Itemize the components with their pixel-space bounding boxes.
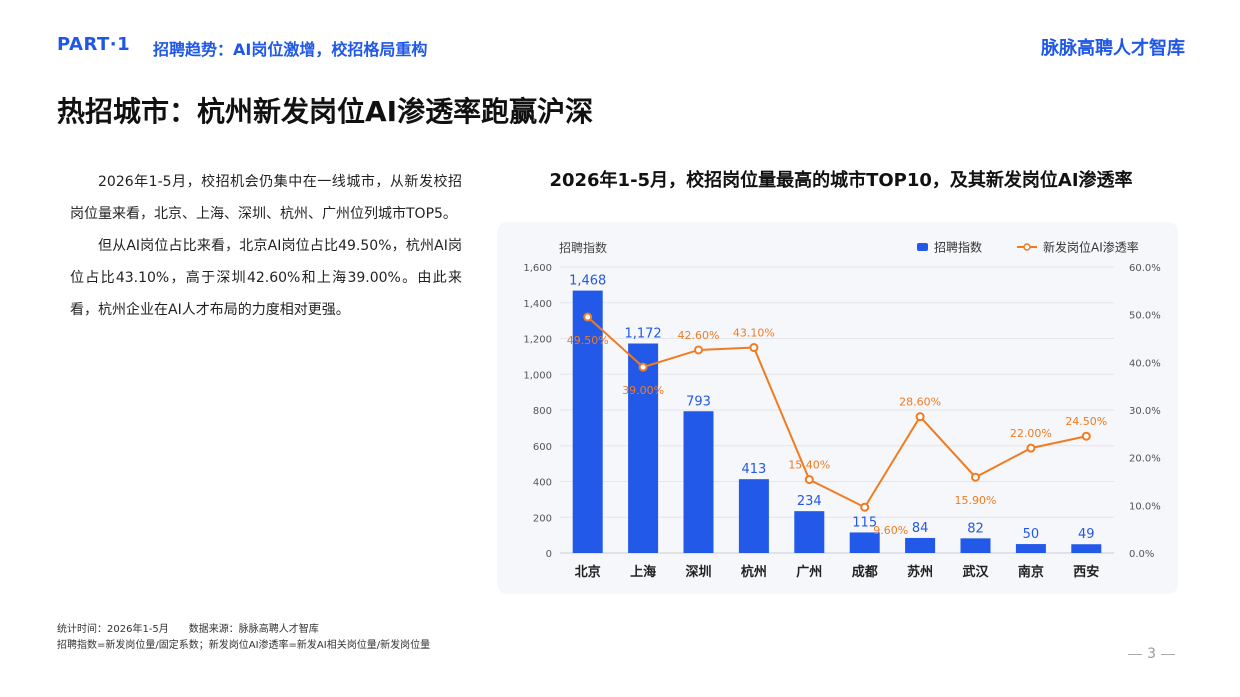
page-title: 热招城市：杭州新发岗位AI渗透率跑赢沪深 [57,95,594,128]
chart-panel: 0 200 400 600 800 1,000 1,200 1,400 1,600 0.0% 10.… [497,222,1178,594]
y-right-tick-label: 20.0% [1129,454,1161,465]
y-left-tick-label: 0 [546,549,552,560]
ai-rate-value-label: 15.40% [788,459,830,472]
y-left-tick-label: 1,000 [523,370,552,381]
ai-rate-point-3 [694,345,703,355]
y-left-tick-label: 400 [533,478,552,489]
footnote-source: 统计时间：2026年1-5月 数据来源：脉脉高聘人才智库 [57,624,319,635]
y-right-tick-label: 40.0% [1129,358,1161,369]
bar-value-label: 82 [967,521,984,536]
bar-value-label: 49 [1078,527,1095,542]
ai-rate-point-2 [638,362,648,372]
body-paragraph-2: 但从AI岗位占比来看，北京AI岗位占比49.50%，杭州AI岗位占比43.10%… [70,238,462,318]
y-left-tick-label: 1,600 [523,263,552,274]
x-tick-label: 武汉 [962,564,989,580]
ai-rate-value-label: 22.00% [1010,427,1052,440]
section-part-label: PART·1 [57,34,131,55]
bar-value-label: 115 [852,515,877,530]
x-tick-label: 西安 [1073,564,1099,580]
x-tick-label: 南京 [1018,564,1044,580]
brand-name: 脉脉高聘人才智库 [1041,38,1185,59]
ai-rate-value-label: 15.90% [955,494,997,507]
bar-value-label: 84 [912,521,929,536]
bar-6 [849,532,880,553]
x-tick-label: 杭州 [741,564,767,580]
legend-line-label: 新发岗位AI渗透率 [1043,240,1139,255]
section-subtitle: 招聘趋势：AI岗位激增，校招格局重构 [153,40,428,59]
x-tick-label: 成都 [852,564,878,580]
ai-rate-point-6 [860,502,870,512]
bar-value-label: 50 [1023,527,1040,542]
page-number-value: 3 [1147,646,1156,662]
bar-5 [794,511,825,553]
x-tick-label: 上海 [630,564,656,580]
bar-value-label: 1,468 [569,274,606,289]
ai-rate-value-label: 42.60% [678,329,720,342]
bar-7 [905,537,936,553]
y-left-tick-label: 1,400 [523,299,552,310]
y-right-tick-label: 30.0% [1129,406,1161,417]
bar-4 [738,479,769,553]
y-left-tick-label: 200 [533,513,552,524]
chart-title: 2026年1-5月，校招岗位量最高的城市TOP10，及其新发岗位AI渗透率 [549,170,1133,191]
legend-line-marker [1023,243,1031,251]
x-tick-label: 深圳 [685,564,711,580]
ai-rate-value-label: 28.60% [899,396,941,409]
bar-1 [572,290,603,553]
y-right-tick-label: 0.0% [1129,549,1154,560]
bar-3 [683,411,714,553]
bar-10 [1071,544,1102,553]
x-tick-label: 北京 [575,564,601,580]
ai-rate-value-label: 39.00% [622,384,664,397]
body-paragraph-1: 2026年1-5月，校招机会仍集中在一线城市，从新发校招岗位量来看，北京、上海、… [70,174,462,222]
y-left-axis-label: 招聘指数 [559,240,607,255]
ai-rate-value-label: 49.50% [567,334,609,347]
ai-rate-point-1 [583,312,593,322]
combo-chart: 0 200 400 600 800 1,000 1,200 1,400 1,600 0.0% 10.… [523,240,1161,581]
bar-value-label: 413 [741,462,766,477]
ai-rate-point-9 [1026,443,1036,453]
ai-rate-line [587,316,1087,509]
y-right-tick-label: 60.0% [1129,263,1161,274]
ai-rate-point-5 [804,475,814,485]
ai-rate-value-label: 9.60% [873,524,908,537]
x-tick-label: 苏州 [907,564,933,580]
bar-value-label: 234 [797,494,822,509]
bar-9 [1015,544,1046,553]
y-left-tick-label: 800 [533,406,552,417]
x-tick-label: 广州 [796,564,822,580]
y-right-tick-label: 50.0% [1129,311,1161,322]
page-number: 3 [1123,646,1180,662]
y-right-tick-label: 10.0% [1129,501,1161,512]
y-left-tick-label: 600 [533,442,552,453]
bar-8 [960,538,991,553]
ai-rate-point-4 [749,343,759,353]
bar-2 [628,343,659,553]
body-text: 2026年1-5月，校招机会仍集中在一线城市，从新发校招岗位量来看，北京、上海、… [70,166,462,326]
bar-value-label: 793 [686,394,711,409]
legend-bar-label: 招聘指数 [934,240,982,255]
ai-rate-point-7 [915,412,925,422]
y-left-tick-label: 1,200 [523,335,552,346]
ai-rate-value-label: 24.50% [1065,415,1107,428]
ai-rate-point-10 [1081,431,1091,441]
legend-bar-swatch [917,243,928,251]
footnote-definition: 招聘指数=新发岗位量/固定系数；新发岗位AI渗透率=新发AI相关岗位量/新发岗位… [57,640,431,651]
ai-rate-point-8 [971,472,980,482]
ai-rate-value-label: 43.10% [733,327,775,340]
bar-value-label: 1,172 [624,327,661,342]
